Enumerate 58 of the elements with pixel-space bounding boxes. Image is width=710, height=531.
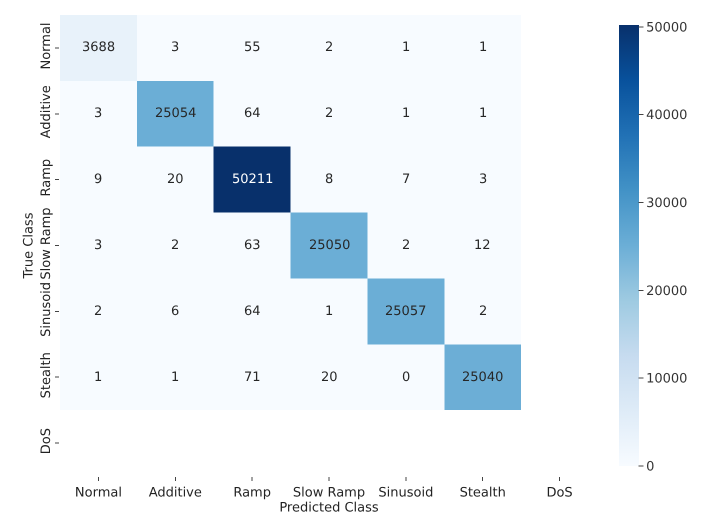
x-tick-label: DoS: [546, 486, 573, 501]
data-label: 2: [171, 238, 180, 253]
data-label: 3: [94, 106, 102, 121]
y-axis-title: True Class: [22, 212, 37, 280]
data-label: 50211: [232, 172, 274, 187]
x-tick-label: Stealth: [460, 486, 506, 501]
y-tick-label: Slow Ramp: [38, 207, 54, 280]
data-label: 9: [94, 172, 102, 187]
data-label: 1: [402, 40, 410, 55]
data-label: 64: [244, 304, 261, 319]
data-label: 7: [402, 172, 410, 187]
data-label: 20: [321, 370, 338, 385]
data-label: 2: [402, 238, 410, 253]
data-label: 1: [325, 304, 334, 319]
x-tick-label: Sinusoid: [378, 486, 434, 501]
data-label: 1: [94, 370, 102, 385]
data-label: 1: [479, 40, 488, 55]
y-tick-label: Normal: [38, 22, 54, 70]
data-label: 2: [94, 304, 102, 319]
color-bar-label: 10000: [646, 372, 688, 387]
data-label: 3: [94, 238, 102, 253]
y-tick-label: DoS: [38, 428, 54, 454]
data-label: 25040: [462, 370, 504, 385]
y-tick-label: Sinusoid: [38, 282, 54, 337]
data-label: 3: [479, 172, 488, 187]
x-tick-label: Ramp: [233, 486, 271, 501]
x-tick-label: Slow Ramp: [292, 486, 366, 501]
data-label: 25054: [155, 106, 196, 121]
data-label: 2: [325, 106, 334, 121]
data-label: 2: [479, 304, 488, 319]
data-label: 8: [325, 172, 334, 187]
y-tick-label: Stealth: [38, 352, 54, 398]
data-label: 12: [474, 238, 491, 253]
data-label: 1: [402, 106, 410, 121]
color-bar-label: 50000: [646, 20, 688, 36]
color-bar-label: 30000: [646, 196, 688, 212]
data-label: 1: [479, 106, 488, 121]
x-tick-label: Additive: [148, 486, 202, 501]
x-axis-title: Predicted Class: [279, 500, 379, 516]
data-label: 0: [402, 370, 410, 385]
data-label: 3: [171, 40, 180, 55]
data-label: 3688: [82, 40, 116, 55]
data-label: 20: [167, 172, 184, 187]
data-label: 64: [244, 106, 261, 121]
data-label: 1: [171, 370, 180, 385]
data-label: 25057: [385, 304, 426, 319]
data-label: 55: [244, 40, 261, 55]
data-label: 63: [244, 238, 261, 253]
y-tick-label: Ramp: [38, 158, 54, 197]
color-bar-label: 20000: [646, 284, 688, 299]
data-label: 25050: [309, 238, 350, 253]
data-label: 71: [244, 370, 261, 385]
x-tick-label: Normal: [74, 486, 122, 501]
y-tick-label: Additive: [38, 85, 54, 138]
data-label: 2: [325, 40, 334, 55]
color-bar-label: 0: [646, 460, 654, 475]
color-bar-label: 40000: [646, 108, 688, 124]
data-label: 6: [171, 304, 180, 319]
